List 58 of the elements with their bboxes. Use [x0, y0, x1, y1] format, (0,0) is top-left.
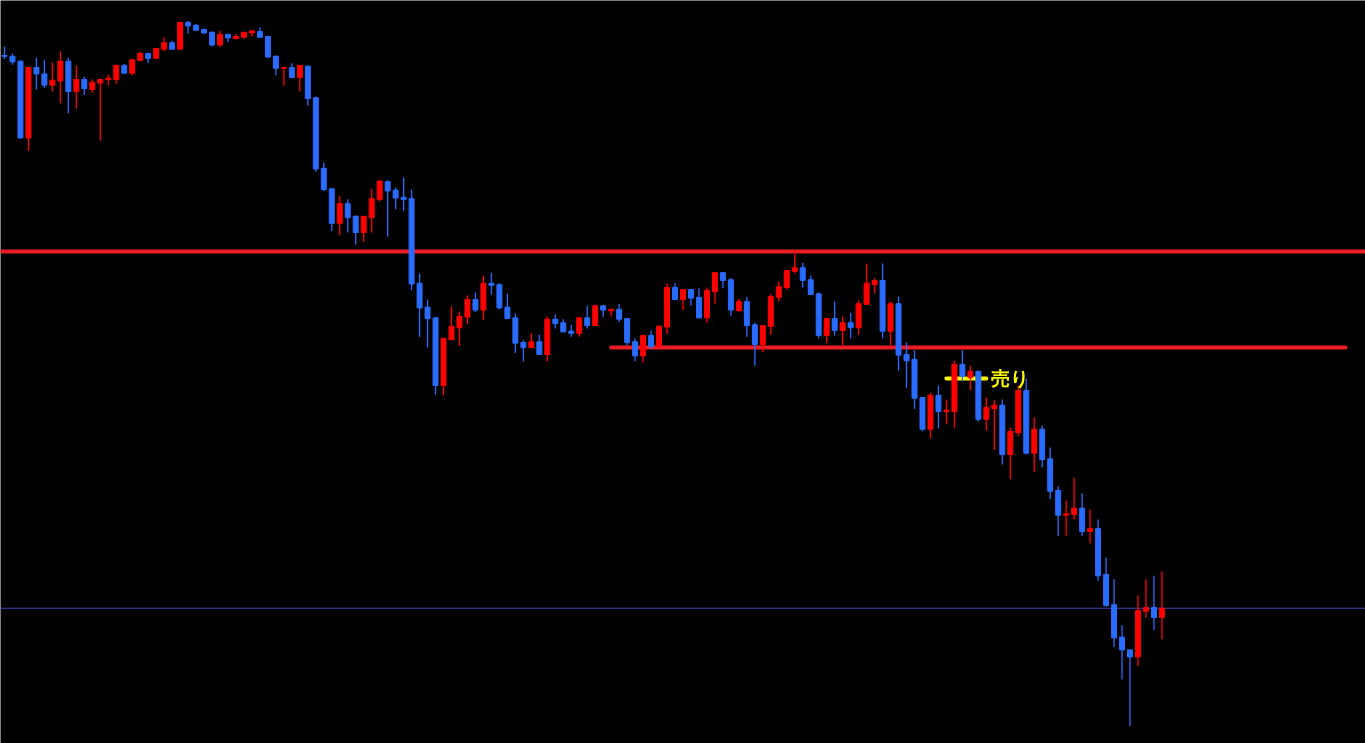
candlestick: [783, 269, 790, 291]
candlestick: [1031, 416, 1038, 473]
candlestick: [1063, 499, 1070, 537]
candlestick: [1127, 649, 1133, 727]
candlestick: [935, 384, 942, 430]
candlestick: [592, 303, 599, 327]
candlestick: [959, 349, 966, 382]
candlestick: [799, 262, 806, 289]
candlestick: [1071, 477, 1078, 521]
candlestick: [368, 188, 375, 234]
candlestick: [991, 399, 998, 451]
candlestick: [185, 20, 192, 35]
candlestick: [360, 215, 367, 243]
candlestick: [384, 179, 391, 238]
candlestick: [296, 64, 303, 93]
candlestick: [624, 317, 631, 346]
candlestick: [81, 76, 88, 96]
candlestick: [1079, 492, 1086, 537]
candlestick: [1150, 575, 1157, 631]
candlestick: [791, 253, 798, 275]
candlestick: [576, 317, 583, 338]
candlestick: [839, 315, 846, 346]
candlestick: [831, 300, 838, 337]
candlestick: [775, 281, 782, 303]
candlestick: [1119, 624, 1126, 681]
candlestick: [967, 365, 974, 392]
candlestick: [711, 272, 718, 305]
candlestick: [632, 337, 639, 363]
candlestick: [320, 162, 327, 192]
candlestick: [520, 339, 527, 363]
candlestick: [1007, 427, 1014, 480]
candlestick: [616, 303, 623, 323]
candlestick: [73, 64, 80, 110]
candlestick: [41, 59, 48, 89]
candlestick: [584, 305, 591, 330]
candlestick: [1087, 508, 1094, 545]
series-label: 売り: [991, 367, 1030, 390]
candlestick: [695, 287, 702, 320]
candlestick: [33, 57, 40, 91]
candlestick: [847, 312, 854, 339]
candlestick: [1143, 578, 1149, 619]
candlestick: [640, 334, 647, 363]
candlestick: [1158, 570, 1165, 640]
candlestick: [352, 214, 359, 246]
candlestick: [743, 296, 750, 338]
candlestick: [648, 329, 655, 350]
candlestick: [823, 317, 830, 344]
candlestick: [759, 324, 766, 353]
candlestick: [472, 291, 479, 313]
candlestick: [680, 288, 686, 311]
candlestick: [376, 179, 383, 203]
candlestick: [344, 198, 351, 234]
candlestick: [751, 322, 758, 367]
candlestick: [807, 274, 814, 296]
candlestick: [97, 78, 104, 142]
candlestick: [336, 195, 343, 236]
candlestick: [983, 396, 990, 432]
candlestick: [536, 334, 543, 356]
